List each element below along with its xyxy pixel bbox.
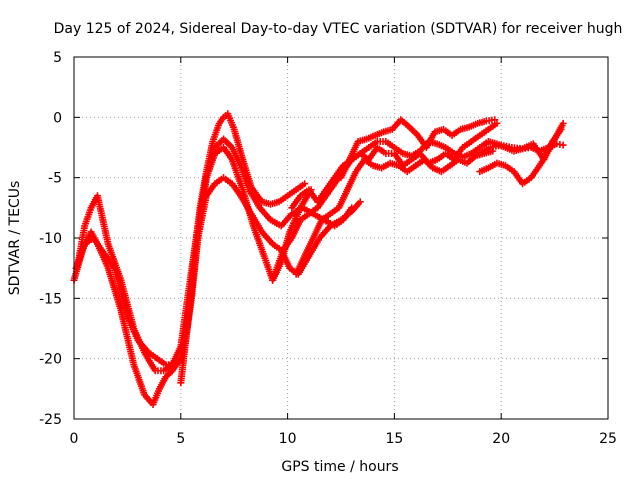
y-tick-label: -25 — [39, 412, 62, 428]
y-tick-label: -15 — [39, 291, 62, 307]
chart-title: Day 125 of 2024, Sidereal Day-to-day VTE… — [54, 21, 623, 37]
y-tick-label: -5 — [48, 171, 62, 187]
data-series — [70, 110, 567, 409]
series-trace-markers — [478, 127, 564, 162]
x-tick-label: 20 — [492, 431, 510, 447]
y-tick-label: 5 — [53, 50, 62, 66]
y-tick-label: -20 — [39, 352, 62, 368]
series-trace-7 — [292, 147, 497, 278]
axis-ticks: 0 5 10 15 20 25 5 0 -5 -10 -15 -20 -25 — [39, 50, 617, 447]
x-tick-label: 15 — [385, 431, 403, 447]
series-trace-4 — [177, 174, 364, 387]
x-tick-label: 0 — [70, 431, 79, 447]
series-trace-8 — [337, 116, 499, 182]
x-axis-label: GPS time / hours — [281, 459, 398, 475]
series-trace-markers — [293, 148, 494, 276]
series-trace-markers — [177, 175, 362, 385]
x-tick-label: 10 — [279, 431, 297, 447]
plot-frame — [73, 56, 609, 420]
series-trace-markers — [338, 116, 496, 180]
series-trace-markers — [289, 138, 490, 210]
y-axis-label: SDTVAR / TECUs — [7, 181, 23, 296]
x-tick-label: 25 — [599, 431, 617, 447]
series-trace-11 — [476, 125, 565, 164]
y-tick-label: -10 — [39, 231, 62, 247]
y-tick-label: 0 — [53, 110, 62, 126]
x-tick-label: 5 — [176, 431, 185, 447]
